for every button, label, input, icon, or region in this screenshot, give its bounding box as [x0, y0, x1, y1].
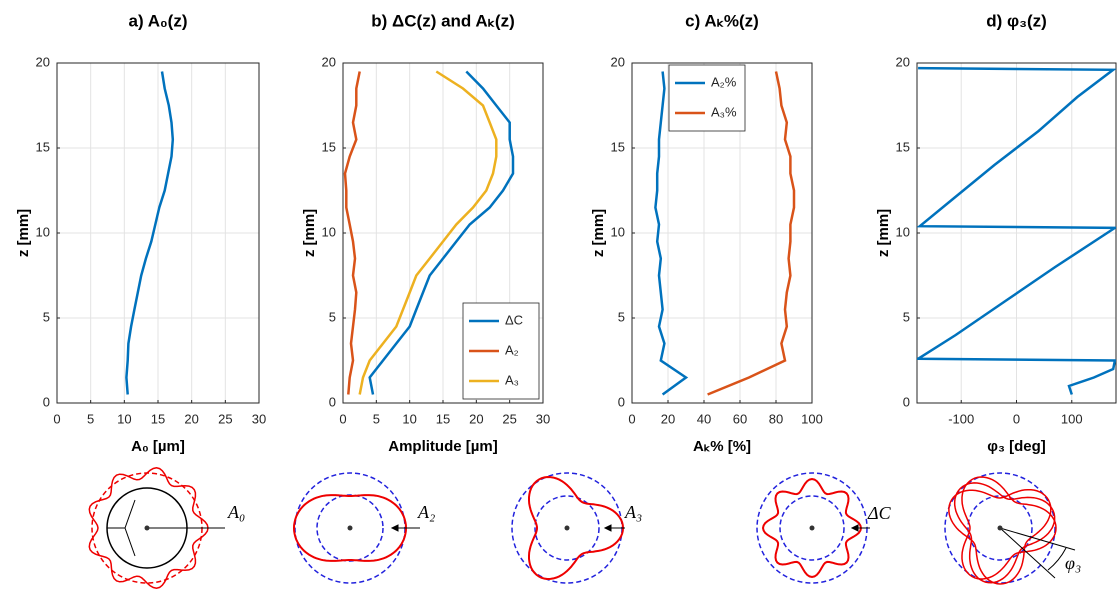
- center: [997, 525, 1003, 531]
- arrow: [390, 524, 420, 532]
- y-tick-label: 5: [903, 309, 910, 324]
- diagram-label: A₂: [417, 502, 435, 522]
- axes-box: [56, 62, 260, 404]
- x-axis-label: φ₃ [deg]: [987, 438, 1046, 455]
- y-tick-label: 0: [903, 394, 910, 409]
- x-tick-label: 10: [402, 411, 416, 426]
- x-tick-label: 30: [536, 411, 550, 426]
- x-tick-label: 30: [252, 411, 266, 426]
- series-line: [917, 66, 1116, 395]
- x-axis-label: Amplitude [µm]: [388, 438, 497, 455]
- y-axis-label: z [mm]: [875, 209, 892, 257]
- x-axis-label: Aₖ% [%]: [693, 438, 751, 455]
- spindle: [107, 499, 187, 557]
- reference-circle: [944, 472, 1056, 584]
- series-line: [707, 71, 796, 396]
- y-tick-label: 10: [322, 224, 336, 239]
- series-line: [358, 70, 498, 395]
- profile: [761, 477, 863, 579]
- x-tick-label: 10: [117, 411, 131, 426]
- center: [144, 525, 150, 531]
- legend-label: A₂: [505, 342, 519, 357]
- center: [564, 525, 570, 531]
- y-tick-label: 20: [611, 54, 625, 69]
- x-tick-label: 20: [661, 411, 675, 426]
- series-line: [654, 71, 689, 396]
- y-tick-label: 0: [43, 394, 50, 409]
- y-axis-label: z [mm]: [15, 209, 32, 257]
- x-tick-label: 25: [218, 411, 232, 426]
- y-tick-label: 15: [322, 139, 336, 154]
- y-tick-label: 15: [896, 139, 910, 154]
- y-tick-label: 0: [618, 394, 625, 409]
- y-tick-label: 10: [36, 224, 50, 239]
- diagram-label: A₀: [227, 502, 245, 522]
- center: [347, 525, 353, 531]
- profile: [948, 488, 1052, 585]
- reference-circle: [534, 495, 600, 561]
- chart-title: d) φ₃(z): [986, 11, 1047, 30]
- y-tick-label: 10: [611, 224, 625, 239]
- x-tick-label: 15: [151, 411, 165, 426]
- chart-title: c) Aₖ%(z): [685, 11, 759, 30]
- y-tick-label: 5: [618, 309, 625, 324]
- x-tick-label: 5: [87, 411, 94, 426]
- chart-title: b) ΔC(z) and Aₖ(z): [371, 11, 514, 30]
- x-tick-label: 15: [436, 411, 450, 426]
- series-line: [343, 71, 361, 395]
- arrow: [850, 524, 870, 532]
- x-tick-label: 40: [697, 411, 711, 426]
- x-tick-label: 25: [502, 411, 516, 426]
- y-axis-label: z [mm]: [301, 209, 318, 257]
- y-tick-label: 10: [896, 224, 910, 239]
- legend-label: A₂%: [711, 74, 737, 89]
- axes-box: [631, 62, 813, 404]
- angle-lines: [999, 527, 1076, 579]
- y-tick-label: 0: [329, 394, 336, 409]
- diagram-label: A₃: [624, 502, 642, 522]
- y-tick-label: 20: [322, 54, 336, 69]
- profile: [88, 467, 209, 589]
- legend-label: A₃: [505, 372, 519, 387]
- y-axis-label: z [mm]: [590, 209, 607, 257]
- x-tick-label: -100: [948, 411, 974, 426]
- x-tick-label: 5: [373, 411, 380, 426]
- series-line: [125, 71, 175, 395]
- x-tick-label: 0: [628, 411, 635, 426]
- reference-circle: [967, 495, 1033, 561]
- x-tick-label: 20: [469, 411, 483, 426]
- center: [809, 525, 815, 531]
- arrow: [603, 524, 625, 532]
- x-tick-label: 0: [53, 411, 60, 426]
- y-tick-label: 15: [36, 139, 50, 154]
- profile: [961, 476, 1057, 580]
- x-tick-label: 20: [184, 411, 198, 426]
- series-line: [368, 70, 515, 395]
- legend-box: [668, 64, 746, 132]
- y-tick-label: 5: [329, 309, 336, 324]
- x-tick-label: 0: [339, 411, 346, 426]
- profile: [953, 482, 1056, 584]
- y-tick-label: 20: [36, 54, 50, 69]
- y-tick-label: 5: [43, 309, 50, 324]
- legend-label: ΔC: [505, 312, 523, 327]
- x-tick-label: 60: [733, 411, 747, 426]
- axes-box: [342, 62, 544, 404]
- x-tick-label: 100: [1061, 411, 1083, 426]
- reference-circle: [779, 495, 845, 561]
- chart-title: a) A₀(z): [129, 11, 188, 30]
- profile: [528, 475, 625, 581]
- y-tick-label: 20: [896, 54, 910, 69]
- diagram-label: ΔC: [867, 503, 892, 523]
- axes-box: [916, 62, 1117, 404]
- diagram-label: φ₃: [1065, 553, 1081, 573]
- profile: [292, 494, 408, 562]
- y-tick-label: 15: [611, 139, 625, 154]
- x-tick-label: 80: [769, 411, 783, 426]
- x-tick-label: 0: [1013, 411, 1020, 426]
- x-tick-label: 100: [801, 411, 823, 426]
- legend-label: A₃%: [711, 104, 737, 119]
- x-axis-label: A₀ [µm]: [131, 438, 185, 455]
